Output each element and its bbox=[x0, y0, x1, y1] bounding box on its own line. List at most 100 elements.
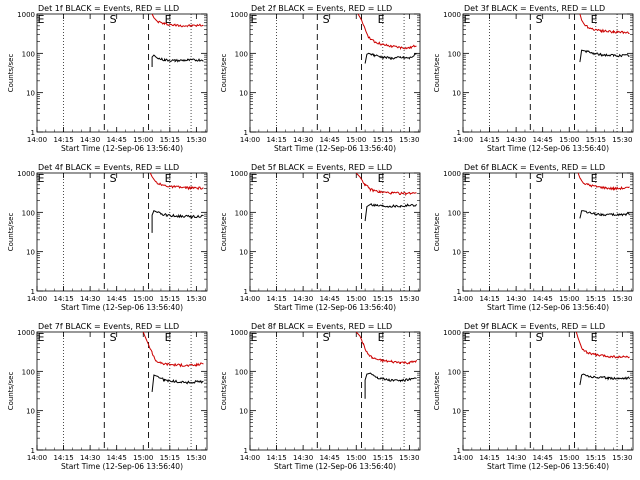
x-tick-label: 14:00 bbox=[27, 295, 47, 303]
x-tick-label: 15:30 bbox=[399, 295, 419, 303]
y-tick-label: 1 bbox=[457, 447, 461, 455]
plot-frame bbox=[249, 13, 421, 133]
y-tick-label: 1000 bbox=[17, 170, 35, 178]
y-axis-label: Counts/sec bbox=[433, 54, 441, 93]
x-tick-label: 14:30 bbox=[506, 295, 526, 303]
x-tick-label: 14:30 bbox=[293, 454, 313, 462]
x-axis-label: Start Time (12-Sep-06 13:56:40) bbox=[61, 303, 183, 312]
x-tick-label: 15:15 bbox=[586, 136, 606, 144]
y-tick-label: 1000 bbox=[443, 11, 461, 19]
marker-label-e: E bbox=[251, 331, 258, 344]
x-tick-label: 14:30 bbox=[80, 454, 100, 462]
panel-title: Det 8f BLACK = Events, RED = LLD bbox=[251, 322, 392, 331]
series-line-black-events bbox=[579, 49, 630, 63]
y-tick-label: 100 bbox=[448, 50, 461, 58]
x-tick-label: 14:00 bbox=[453, 454, 473, 462]
marker-label-s: S bbox=[536, 331, 543, 344]
x-tick-label: 15:15 bbox=[160, 136, 180, 144]
y-tick-label: 1000 bbox=[230, 11, 248, 19]
panel-title: Det 2f BLACK = Events, RED = LLD bbox=[251, 4, 392, 13]
x-tick-label: 14:45 bbox=[320, 136, 340, 144]
series-line-black-events bbox=[151, 210, 204, 233]
marker-label-e: E bbox=[38, 331, 45, 344]
x-tick-label: 14:15 bbox=[53, 454, 73, 462]
plot-frame bbox=[249, 331, 421, 451]
x-tick-label: 14:30 bbox=[506, 136, 526, 144]
x-tick-label: 15:30 bbox=[399, 136, 419, 144]
series-line-red-lld bbox=[579, 13, 630, 35]
y-axis-label: Counts/sec bbox=[220, 54, 228, 93]
y-tick-label: 100 bbox=[235, 368, 248, 376]
series-line-black-events bbox=[364, 52, 417, 64]
y-tick-label: 10 bbox=[239, 249, 248, 257]
x-tick-label: 15:00 bbox=[559, 454, 579, 462]
y-tick-label: 100 bbox=[22, 209, 35, 217]
x-tick-label: 14:30 bbox=[293, 136, 313, 144]
y-axis-label: Counts/sec bbox=[220, 213, 228, 252]
x-tick-label: 14:15 bbox=[53, 136, 73, 144]
y-axis-label: Counts/sec bbox=[433, 372, 441, 411]
x-axis-label: Start Time (12-Sep-06 13:56:40) bbox=[487, 144, 609, 153]
plot-frame bbox=[249, 172, 421, 292]
y-axis-label: Counts/sec bbox=[7, 54, 15, 93]
panel-title: Det 6f BLACK = Events, RED = LLD bbox=[464, 163, 605, 172]
plot-frame bbox=[36, 13, 208, 133]
y-tick-label: 1 bbox=[244, 129, 248, 137]
panel-title: Det 9f BLACK = Events, RED = LLD bbox=[464, 322, 605, 331]
x-tick-label: 15:15 bbox=[373, 454, 393, 462]
x-tick-label: 15:30 bbox=[186, 454, 206, 462]
x-tick-label: 14:45 bbox=[320, 295, 340, 303]
y-tick-label: 100 bbox=[448, 209, 461, 217]
marker-label-s: S bbox=[323, 172, 330, 185]
marker-label-e: E bbox=[464, 13, 471, 26]
plot-frame bbox=[462, 13, 634, 133]
x-tick-label: 15:00 bbox=[133, 295, 153, 303]
y-axis-label: Counts/sec bbox=[433, 213, 441, 252]
marker-label-e: E bbox=[464, 172, 471, 185]
x-tick-label: 14:30 bbox=[80, 136, 100, 144]
marker-label-e: E bbox=[165, 13, 172, 26]
marker-label-e: E bbox=[591, 172, 598, 185]
x-tick-label: 14:45 bbox=[107, 454, 127, 462]
y-tick-label: 100 bbox=[22, 368, 35, 376]
series-line-black-events bbox=[364, 372, 417, 399]
panel-title: Det 1f BLACK = Events, RED = LLD bbox=[38, 4, 179, 13]
x-tick-label: 14:00 bbox=[240, 295, 260, 303]
x-axis-label: Start Time (12-Sep-06 13:56:40) bbox=[274, 303, 396, 312]
y-tick-label: 1 bbox=[31, 129, 35, 137]
panel-title: Det 5f BLACK = Events, RED = LLD bbox=[251, 163, 392, 172]
y-tick-label: 10 bbox=[26, 90, 35, 98]
x-axis-label: Start Time (12-Sep-06 13:56:40) bbox=[487, 462, 609, 471]
x-tick-label: 14:15 bbox=[479, 136, 499, 144]
y-tick-label: 10 bbox=[26, 408, 35, 416]
plot-frame bbox=[462, 172, 634, 292]
series-line-red-lld bbox=[357, 13, 417, 51]
series-line-black-events bbox=[579, 210, 630, 219]
x-tick-label: 14:15 bbox=[479, 295, 499, 303]
marker-label-s: S bbox=[323, 331, 330, 344]
marker-label-e: E bbox=[251, 172, 258, 185]
y-axis-label: Counts/sec bbox=[220, 372, 228, 411]
panel-title: Det 3f BLACK = Events, RED = LLD bbox=[464, 4, 605, 13]
x-tick-label: 15:30 bbox=[612, 136, 632, 144]
y-tick-label: 100 bbox=[235, 50, 248, 58]
y-tick-label: 1000 bbox=[17, 11, 35, 19]
y-tick-label: 10 bbox=[452, 408, 461, 416]
x-axis-label: Start Time (12-Sep-06 13:56:40) bbox=[274, 144, 396, 153]
plot-frame bbox=[36, 331, 208, 451]
marker-label-s: S bbox=[323, 13, 330, 26]
x-tick-label: 15:00 bbox=[133, 136, 153, 144]
x-tick-label: 14:15 bbox=[479, 454, 499, 462]
y-tick-label: 1000 bbox=[230, 329, 248, 337]
x-tick-label: 14:00 bbox=[453, 136, 473, 144]
x-tick-label: 14:15 bbox=[266, 295, 286, 303]
y-tick-label: 1000 bbox=[230, 170, 248, 178]
y-tick-label: 10 bbox=[239, 90, 248, 98]
series-line-black-events bbox=[364, 203, 417, 222]
marker-label-e: E bbox=[591, 331, 598, 344]
